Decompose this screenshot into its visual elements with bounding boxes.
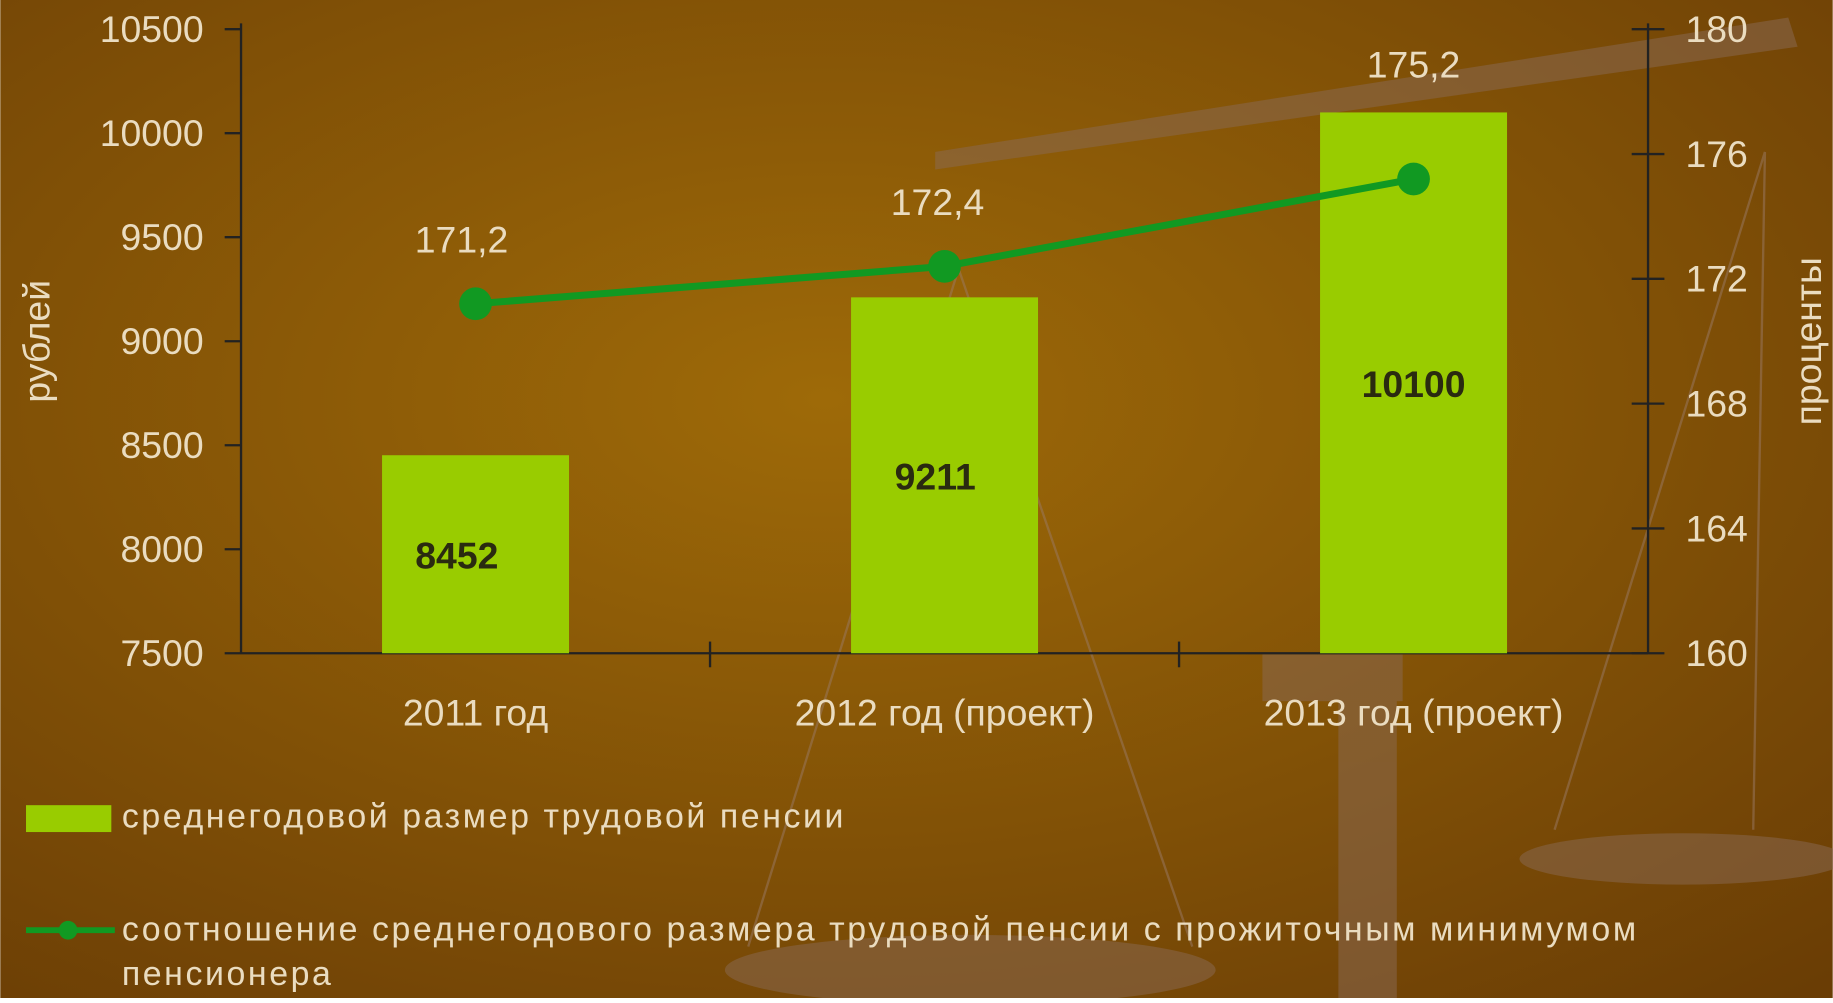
bar-value-label: 9211 bbox=[895, 455, 976, 497]
x-tick-label: 2013 год (проект) bbox=[1264, 692, 1564, 734]
y2-tick-label: 160 bbox=[1685, 632, 1747, 674]
page: 7500 8000 8500 9000 9500 10000 10500 160 164 168 1… bbox=[0, 0, 1833, 998]
legend-swatch bbox=[59, 921, 78, 940]
y2-tick-label: 180 bbox=[1685, 8, 1747, 50]
line-point bbox=[1397, 163, 1430, 196]
y-tick-label: 10500 bbox=[100, 8, 204, 50]
y-tick-label: 9000 bbox=[120, 320, 203, 362]
legend-item: соотношение среднегодового размера трудо… bbox=[122, 908, 1833, 998]
y2-tick-label: 168 bbox=[1685, 382, 1747, 424]
line-point bbox=[928, 250, 961, 283]
y2-axis-title: проценты bbox=[1787, 257, 1829, 425]
bar-value-label: 8452 bbox=[415, 534, 498, 576]
chart: 7500 8000 8500 9000 9500 10000 10500 160 164 168 1… bbox=[0, 0, 1833, 998]
y2-tick-label: 176 bbox=[1685, 133, 1747, 175]
legend-item: среднегодовой размер трудовой пенсии bbox=[122, 795, 1833, 846]
y-tick-label: 7500 bbox=[120, 632, 203, 674]
legend-swatch bbox=[26, 805, 111, 832]
y-axis-title: рублей bbox=[15, 280, 57, 403]
legend-label: соотношение среднегодового размера трудо… bbox=[122, 908, 1833, 997]
legend-label: среднегодовой размер трудовой пенсии bbox=[122, 795, 1833, 839]
y-tick-label: 8000 bbox=[120, 528, 203, 570]
line-value-label: 172,4 bbox=[891, 181, 985, 223]
bar-value-label: 10100 bbox=[1362, 363, 1466, 405]
line-value-label: 175,2 bbox=[1367, 43, 1461, 85]
y-tick-label: 9500 bbox=[120, 216, 203, 258]
x-tick-label: 2011 год bbox=[403, 692, 549, 734]
line-point bbox=[459, 287, 492, 320]
line-value-label: 171,2 bbox=[415, 218, 509, 260]
y2-tick-label: 172 bbox=[1685, 258, 1747, 300]
y-tick-label: 10000 bbox=[100, 112, 204, 154]
x-tick-label: 2012 год (проект) bbox=[795, 692, 1095, 734]
y-tick-label: 8500 bbox=[120, 424, 203, 466]
y2-tick-label: 164 bbox=[1685, 507, 1747, 549]
